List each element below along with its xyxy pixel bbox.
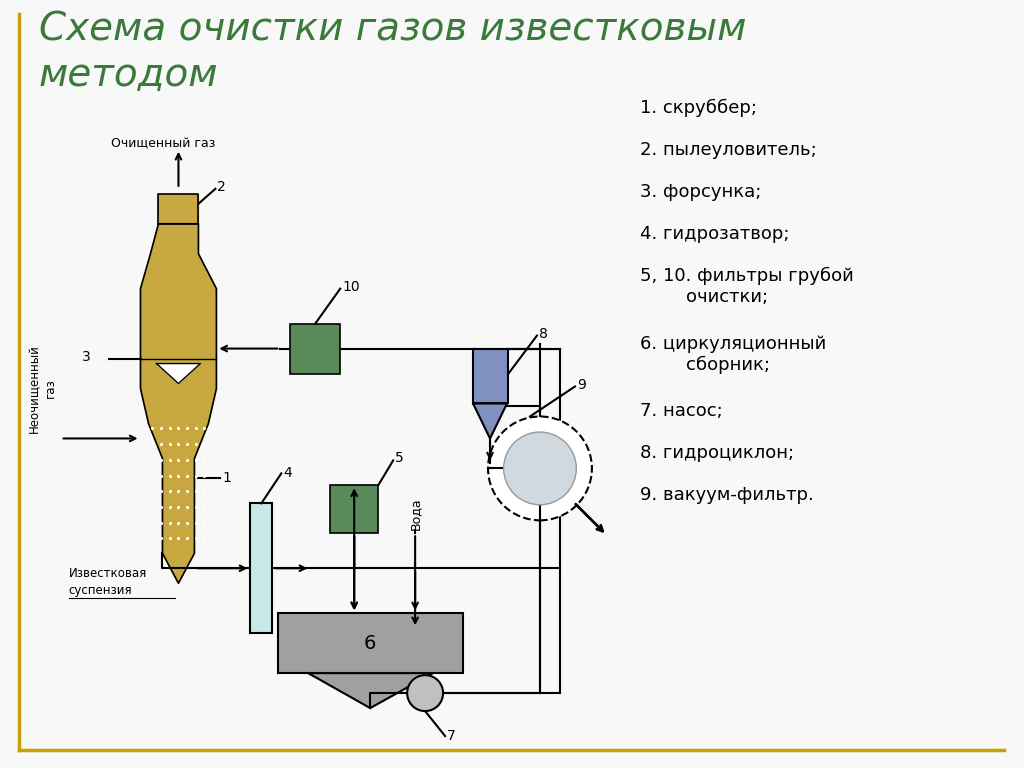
Text: Известковая: Известковая	[69, 567, 146, 580]
Text: Вода: Вода	[409, 497, 422, 530]
Text: 2. пылеуловитель;: 2. пылеуловитель;	[640, 141, 816, 159]
Bar	[279, 613, 463, 673]
Polygon shape	[159, 194, 199, 223]
Text: 8: 8	[539, 326, 548, 340]
Text: Очищенный газ: Очищенный газ	[111, 137, 215, 151]
Text: 9. вакуум-фильтр.: 9. вакуум-фильтр.	[640, 486, 814, 505]
Circle shape	[488, 416, 592, 521]
Bar	[473, 349, 508, 403]
Text: методом: методом	[39, 56, 218, 94]
Text: 5: 5	[395, 452, 403, 465]
Text: 10: 10	[342, 280, 359, 293]
Text: 4. гидрозатвор;: 4. гидрозатвор;	[640, 225, 790, 243]
Text: 9: 9	[577, 378, 586, 392]
Text: 4: 4	[284, 466, 292, 481]
Text: 3. форсунка;: 3. форсунка;	[640, 183, 761, 200]
Text: 6. циркуляционный
        сборник;: 6. циркуляционный сборник;	[640, 335, 826, 374]
Circle shape	[408, 675, 443, 711]
Text: 3: 3	[82, 349, 90, 363]
Polygon shape	[308, 673, 433, 708]
Text: Неочищенный
газ: Неочищенный газ	[29, 344, 56, 433]
Bar	[331, 485, 378, 533]
Text: суспензия: суспензия	[69, 584, 132, 597]
Circle shape	[504, 432, 577, 505]
Text: 5, 10. фильтры грубой
        очистки;: 5, 10. фильтры грубой очистки;	[640, 266, 854, 306]
Text: 7. насос;: 7. насос;	[640, 402, 723, 421]
Bar	[250, 503, 272, 633]
Text: 7: 7	[447, 729, 456, 743]
Polygon shape	[157, 363, 201, 383]
Bar	[290, 323, 340, 373]
Text: 1. скруббер;: 1. скруббер;	[640, 99, 757, 118]
Text: 2: 2	[217, 180, 226, 194]
Text: Схема очистки газов известковым: Схема очистки газов известковым	[39, 11, 746, 49]
Text: 1: 1	[222, 472, 231, 485]
Polygon shape	[473, 403, 507, 439]
Text: 6: 6	[364, 634, 377, 653]
Text: 8. гидроциклон;: 8. гидроциклон;	[640, 445, 794, 462]
Polygon shape	[140, 223, 216, 583]
